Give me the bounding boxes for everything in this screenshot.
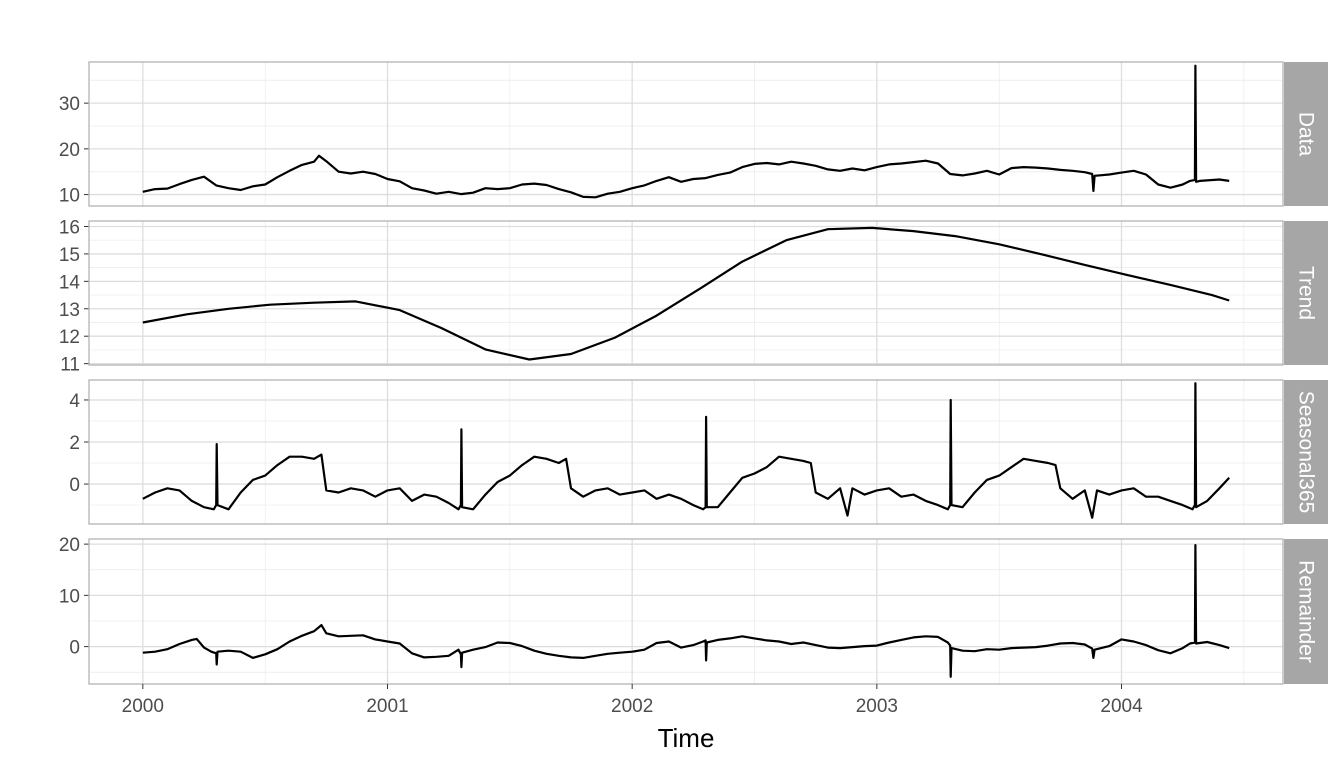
y-tick-label: 4 — [69, 391, 80, 412]
y-tick-label: 30 — [59, 94, 80, 115]
panel-data: 10 20 30 Data — [59, 61, 1328, 207]
panel-remainder: 0 10 20 Remainder — [59, 535, 1328, 685]
y-tick-label: 10 — [59, 586, 80, 607]
panel-background — [89, 62, 1283, 206]
facet-strip-background — [1284, 221, 1328, 365]
facet-strip-label: Remainder — [1295, 560, 1318, 663]
y-tick-label: 20 — [59, 140, 80, 161]
panel-background — [89, 221, 1283, 365]
facet-strip: Remainder — [1284, 539, 1328, 684]
x-tick-label: 2004 — [1100, 696, 1143, 717]
facet-strip: Trend — [1284, 221, 1328, 365]
y-tick-label: 16 — [59, 217, 80, 238]
facet-strip-label: Data — [1295, 112, 1318, 157]
y-tick-label: 12 — [59, 327, 80, 348]
facet-strip-label: Seasonal365 — [1295, 391, 1318, 514]
x-tick-label: 2001 — [366, 696, 408, 717]
facet-strip-background — [1284, 539, 1328, 684]
panel-seasonal365: 0 2 4 Seasonal365 — [69, 379, 1328, 525]
facet-strip-label: Trend — [1295, 266, 1318, 320]
y-tick-label: 0 — [69, 638, 80, 659]
series-line-trend — [142, 226, 1230, 361]
y-tick-label: 10 — [59, 186, 80, 207]
y-tick-label: 2 — [69, 433, 80, 454]
x-tick-label: 2002 — [611, 696, 653, 717]
panel-trend: 11 12 13 14 15 16 Trend — [59, 217, 1328, 376]
series-line-data — [142, 64, 1230, 199]
y-tick-label: 0 — [69, 475, 80, 496]
y-tick-label: 15 — [59, 245, 80, 266]
panel-background — [89, 380, 1283, 524]
series-line-remainder — [142, 544, 1230, 678]
panel-border — [88, 61, 1284, 207]
y-tick-label: 13 — [59, 300, 80, 321]
x-axis-title: Time — [658, 723, 715, 753]
panel-border — [88, 220, 1284, 366]
y-tick-label: 11 — [60, 355, 80, 376]
facet-strip: Seasonal365 — [1284, 380, 1328, 524]
y-tick-label: 14 — [59, 272, 81, 293]
facet-strip-background — [1284, 380, 1328, 524]
series-line-seasonal365 — [142, 382, 1231, 519]
y-tick-label: 20 — [59, 535, 80, 556]
facet-strip-background — [1284, 62, 1328, 206]
panel-border — [88, 538, 1284, 685]
panel-background — [89, 539, 1283, 684]
x-tick-label: 2000 — [122, 696, 164, 717]
facet-strip: Data — [1284, 62, 1328, 206]
panel-border — [88, 379, 1284, 525]
x-tick-label: 2003 — [856, 696, 898, 717]
